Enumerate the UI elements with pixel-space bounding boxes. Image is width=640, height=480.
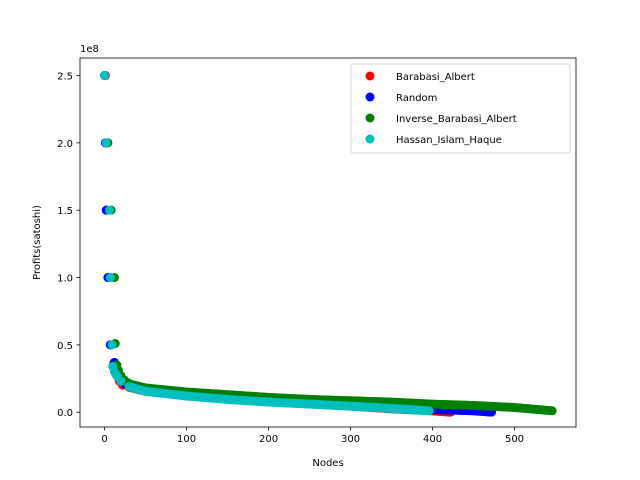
y-tick-label: 0.0 xyxy=(57,408,73,419)
legend-label: Hassan_Islam_Haque xyxy=(396,135,502,146)
y-tick-label: 1.5 xyxy=(57,206,73,217)
y-tick-label: 1.0 xyxy=(57,274,73,285)
data-point xyxy=(116,376,126,386)
series-hassan-islam-haque xyxy=(100,71,434,416)
y-tick-label: 2.5 xyxy=(57,72,73,83)
data-point xyxy=(105,273,115,283)
data-point xyxy=(105,205,115,215)
legend-label: Barabasi_Albert xyxy=(396,72,475,83)
x-axis-label: Nodes xyxy=(312,458,343,469)
x-tick-label: 100 xyxy=(177,434,196,445)
axes-frame xyxy=(79,57,577,428)
x-tick-label: 200 xyxy=(259,434,278,445)
data-point xyxy=(107,340,117,350)
x-tick-label: 300 xyxy=(341,434,360,445)
x-axis-ticks: 0 100 200 300 400 500 xyxy=(101,427,524,445)
legend-label: Inverse_Barabasi_Albert xyxy=(396,114,517,125)
legend-marker xyxy=(365,92,375,102)
legend-marker xyxy=(365,113,375,123)
y-axis-ticks: 0.0 0.5 1.0 1.5 2.0 2.5 xyxy=(57,72,80,419)
legend-marker xyxy=(365,71,375,81)
y-axis-offset-label: 1e8 xyxy=(80,44,99,55)
x-tick-label: 500 xyxy=(505,434,524,445)
x-tick-label: 400 xyxy=(423,434,442,445)
legend: Barabasi_Albert Random Inverse_Barabasi_Al… xyxy=(350,63,571,154)
data-point xyxy=(101,138,111,148)
legend-marker xyxy=(365,134,375,144)
y-tick-label: 0.5 xyxy=(57,341,73,352)
data-point xyxy=(547,406,557,416)
legend-frame xyxy=(350,63,571,154)
x-tick-label: 0 xyxy=(101,434,107,445)
y-axis-label: Profits(satoshi) xyxy=(32,205,43,280)
data-points-layer xyxy=(100,71,557,417)
data-point xyxy=(424,406,434,416)
data-point xyxy=(100,71,110,81)
y-tick-label: 2.0 xyxy=(57,139,73,150)
legend-label: Random xyxy=(396,93,437,104)
